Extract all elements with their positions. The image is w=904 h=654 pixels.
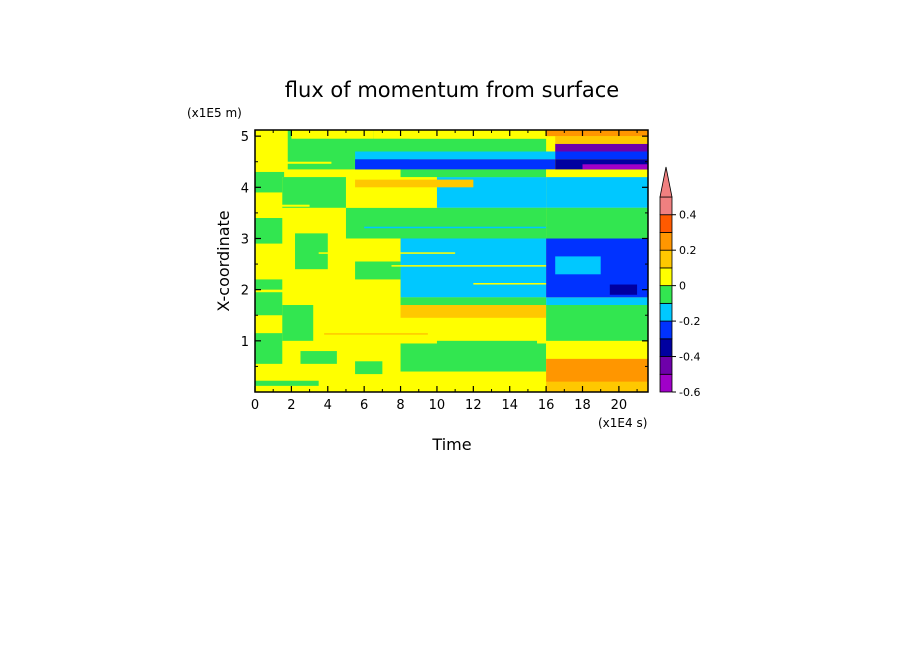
heatmap-region: [546, 358, 648, 382]
colorbar-segment: [659, 214, 673, 233]
x-tick-label: 16: [538, 398, 555, 413]
heatmap-region: [373, 130, 547, 139]
heatmap-region: [555, 256, 601, 275]
heatmap-band: [255, 161, 332, 164]
heatmap-region: [546, 305, 648, 341]
y-tick-label: 5: [241, 130, 249, 145]
heatmap-region: [345, 207, 547, 239]
heatmap-region: [400, 297, 547, 306]
colorbar-segment: [659, 267, 673, 287]
heatmap-field: [255, 130, 648, 392]
x-tick-label: 6: [360, 398, 368, 413]
colorbar-segment: [659, 338, 673, 357]
heatmap-region: [355, 305, 401, 392]
y-unit-label: (x1E5 m): [187, 106, 242, 120]
heatmap-region: [546, 381, 648, 392]
heatmap-region: [546, 340, 648, 359]
colorbar-segment: [659, 285, 673, 304]
colorbar-segment: [659, 373, 673, 393]
heatmap-region: [555, 151, 648, 160]
y-tick-label: 2: [241, 284, 249, 299]
colorbar-segment: [659, 249, 673, 269]
plot-frame: [254, 129, 649, 393]
y-tick-label: 1: [241, 335, 249, 350]
colorbar-tick-label: 0: [679, 280, 686, 293]
heatmap-region: [255, 333, 285, 364]
heatmap-region: [400, 169, 547, 178]
heatmap-region: [355, 261, 401, 280]
heatmap-region: [282, 177, 346, 208]
heatmap-region: [546, 177, 648, 208]
heatmap-region: [255, 218, 285, 244]
y-tick-label: 4: [241, 181, 249, 196]
heatmap-region: [546, 207, 648, 239]
x-tick-label: 18: [574, 398, 591, 413]
x-tick-label: 8: [396, 398, 404, 413]
colorbar-tick-label: 0.2: [679, 244, 697, 257]
colorbar-segment: [659, 196, 673, 216]
heatmap-region: [355, 151, 556, 160]
y-axis-label: X-coordinate: [214, 210, 233, 311]
x-tick-label: 12: [465, 398, 482, 413]
heatmap-band: [255, 289, 306, 293]
x-tick-label: 0: [251, 398, 259, 413]
colorbar-segment: [659, 302, 673, 322]
heatmap-band: [255, 380, 319, 386]
colorbar-segment: [659, 356, 673, 375]
colorbar-segment: [659, 232, 673, 251]
heatmap-band: [255, 261, 277, 265]
heatmap-region: [355, 159, 556, 170]
heatmap-region: [555, 136, 648, 144]
x-axis-ticks: 0 2 4 6 8 10 12 14 16 18 20: [251, 130, 638, 413]
heatmap-region: [295, 233, 328, 270]
x-axis-label: Time: [431, 435, 471, 454]
y-axis-ticks: 1 2 3 4 5: [241, 130, 648, 367]
heatmap-region: [373, 138, 547, 152]
heatmap-band: [255, 204, 310, 207]
x-tick-label: 4: [324, 398, 332, 413]
colorbar-extend-triangle: [659, 166, 673, 198]
heatmap-region: [400, 305, 547, 318]
heatmap-region: [400, 228, 547, 298]
heatmap-band: [318, 252, 456, 254]
heatmap-region: [355, 361, 383, 375]
heatmap-region: [282, 305, 314, 341]
heatmap-region: [546, 297, 648, 306]
colorbar-segment: [659, 320, 673, 340]
heatmap-region: [436, 340, 538, 354]
heatmap-band: [324, 333, 428, 335]
chart-title: flux of momentum from surface: [285, 78, 619, 102]
heatmap-region: [546, 169, 648, 178]
x-tick-label: 10: [429, 398, 446, 413]
y-tick-label: 3: [241, 232, 249, 247]
heatmap-region: [546, 130, 648, 137]
heatmap-region: [291, 130, 374, 139]
heatmap-band: [255, 146, 277, 149]
heatmap-region: [609, 284, 638, 295]
colorbar: 0.4 0.2 0 -0.2 -0.4 -0.6: [659, 166, 700, 399]
heatmap-region: [400, 317, 547, 344]
x-tick-label: 14: [501, 398, 518, 413]
colorbar-tick-label: -0.2: [679, 315, 700, 328]
heatmap-band: [473, 283, 547, 285]
heatmap-region: [582, 164, 648, 170]
heatmap-band: [391, 265, 547, 267]
x-unit-label: (x1E4 s): [598, 416, 647, 430]
heatmap-region: [555, 143, 648, 152]
colorbar-tick-label: -0.6: [679, 386, 700, 399]
heatmap-region: [255, 171, 285, 193]
heatmap-band: [364, 226, 547, 229]
x-tick-label: 2: [287, 398, 295, 413]
x-tick-label: 20: [611, 398, 628, 413]
heatmap-region: [355, 179, 474, 188]
heatmap-region: [300, 351, 337, 364]
heatmap-region: [255, 279, 285, 316]
colorbar-tick-label: 0.4: [679, 209, 697, 222]
colorbar-tick-label: -0.4: [679, 351, 700, 364]
